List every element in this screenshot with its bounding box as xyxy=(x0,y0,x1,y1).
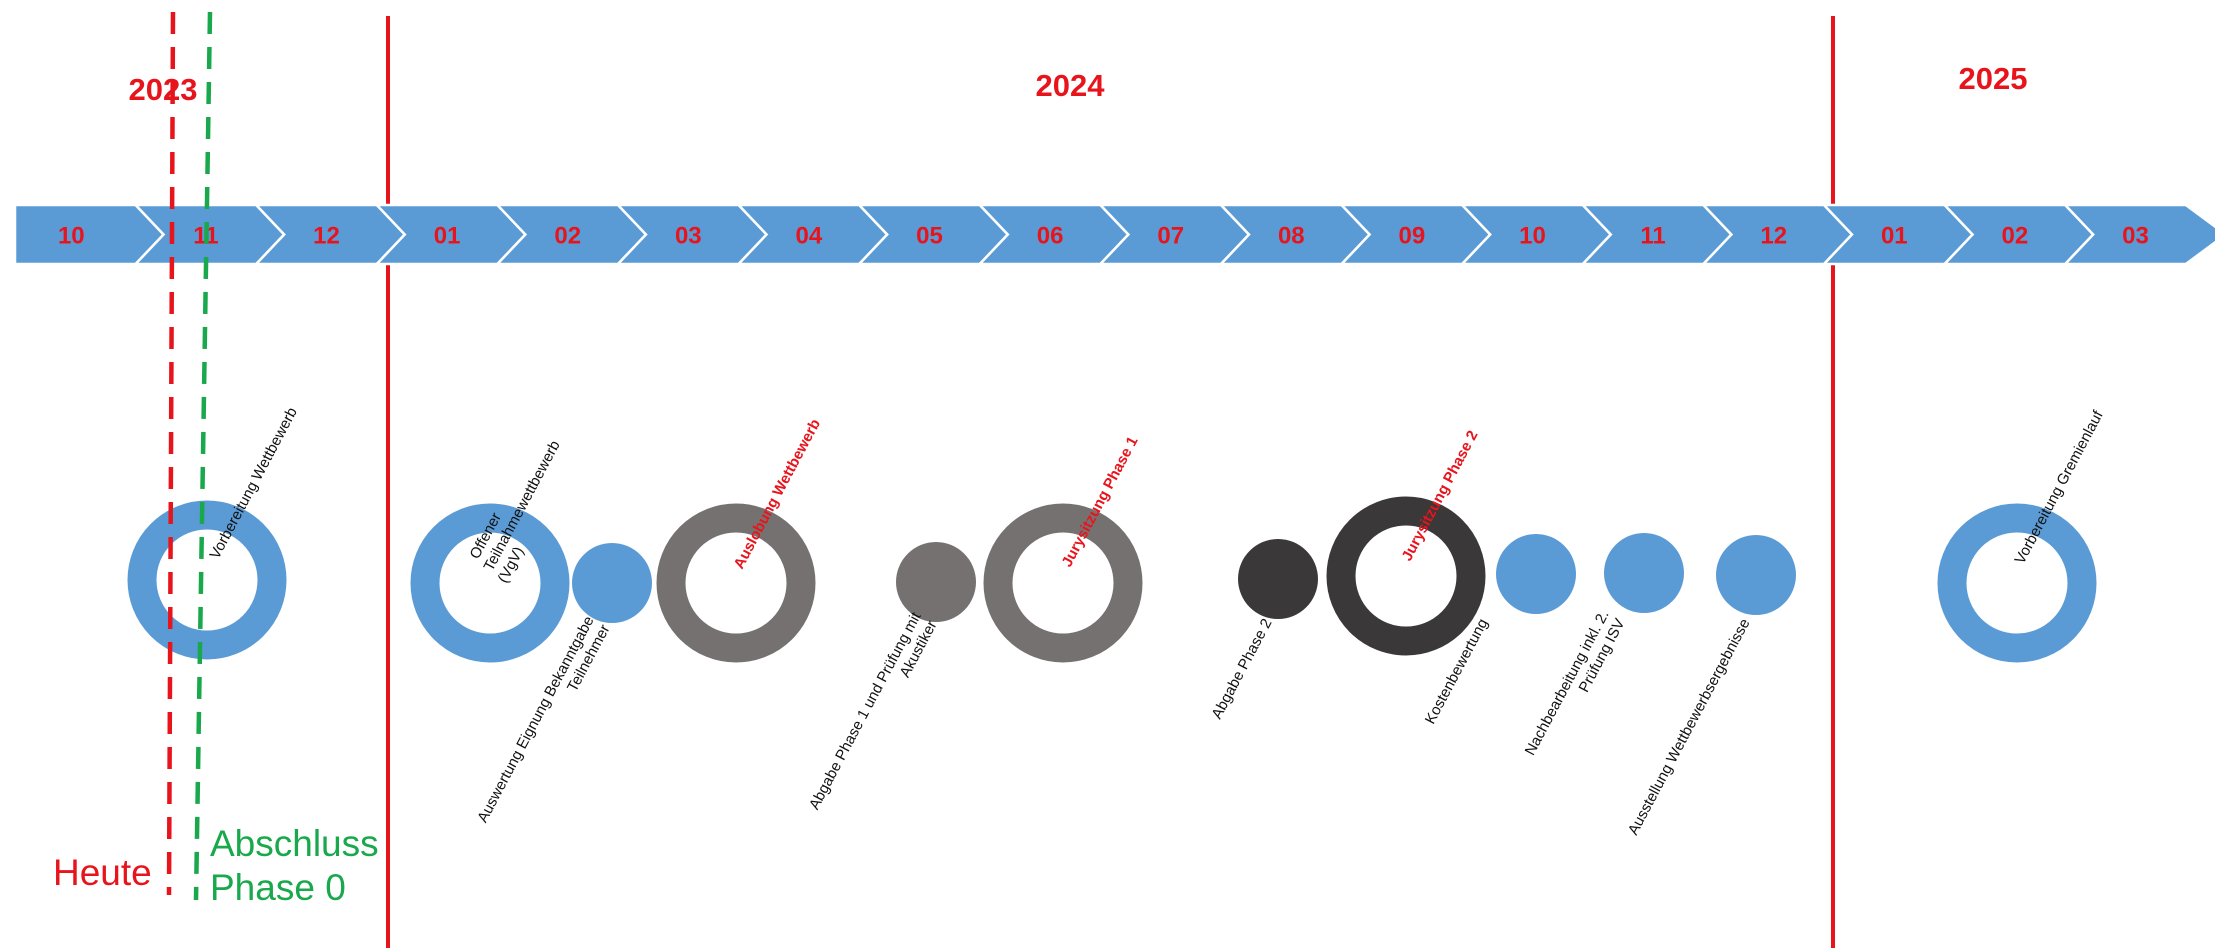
year-label-2025: 2025 xyxy=(1959,61,2028,96)
milestone-ring xyxy=(1937,503,2097,663)
milestone-label: Ausstellung Wettbewerbsergebnisse xyxy=(1625,616,1754,838)
milestones: Vorbereitung Wettbewerb OffenerTeilnahmew… xyxy=(127,405,2107,838)
today-marker-line xyxy=(166,11,176,896)
milestone-label-line: Abgabe Phase 2 xyxy=(1208,616,1275,722)
milestone-ring xyxy=(656,503,816,663)
month-label: 01 xyxy=(1881,223,1908,250)
year-label-2024: 2024 xyxy=(1036,68,1106,103)
month-label: 02 xyxy=(554,223,581,250)
milestone-label-line: Ausstellung Wettbewerbsergebnisse xyxy=(1625,616,1754,838)
month-label: 04 xyxy=(796,223,823,250)
month-label: 05 xyxy=(916,223,943,250)
milestone-label-line: Abgabe Phase 1 und Prüfung mit xyxy=(806,609,925,813)
milestone-label-line: Nachbearbeitung inkl. 2. xyxy=(1522,607,1613,758)
month-label: 06 xyxy=(1037,223,1064,250)
month-label: 03 xyxy=(675,223,702,250)
milestone-ring xyxy=(127,500,287,660)
milestone-dot xyxy=(1496,534,1576,614)
month-label: 10 xyxy=(58,223,85,250)
milestone-dot xyxy=(572,543,652,623)
month-label: 08 xyxy=(1278,223,1305,250)
month-label: 03 xyxy=(2122,223,2149,250)
year-label-2023: 2023 xyxy=(129,72,198,107)
month-label: 01 xyxy=(434,223,461,250)
month-label: 02 xyxy=(2002,223,2029,250)
month-label: 12 xyxy=(1760,223,1787,250)
month-chevron-bar: 101112010203040506070809101112010203 xyxy=(13,203,2215,266)
milestone-ring xyxy=(1326,496,1486,656)
today-label: Heute xyxy=(53,852,152,893)
milestone-dot xyxy=(1716,535,1796,615)
milestone-label: Nachbearbeitung inkl. 2.Prüfung ISV xyxy=(1522,607,1629,766)
phase0-marker-line xyxy=(193,11,213,901)
phase0-label-line1: Abschluss xyxy=(210,823,379,864)
month-label: 07 xyxy=(1157,223,1184,250)
milestone-label: Abgabe Phase 2 xyxy=(1208,616,1275,722)
month-label: 09 xyxy=(1399,223,1426,250)
month-label: 11 xyxy=(1640,223,1665,250)
milestone-dot xyxy=(1604,533,1684,613)
milestone-ring xyxy=(983,503,1143,663)
month-label: 12 xyxy=(313,223,340,250)
month-chevron xyxy=(13,203,166,266)
milestone-ring xyxy=(410,503,570,663)
milestone-label: Abgabe Phase 1 und Prüfung mitAkustiker xyxy=(806,609,941,821)
month-label: 10 xyxy=(1519,223,1546,250)
milestone-dot xyxy=(1238,539,1318,619)
phase0-label-line2: Phase 0 xyxy=(210,867,346,908)
milestone-dot xyxy=(896,542,976,622)
month-chevron xyxy=(2062,203,2215,266)
